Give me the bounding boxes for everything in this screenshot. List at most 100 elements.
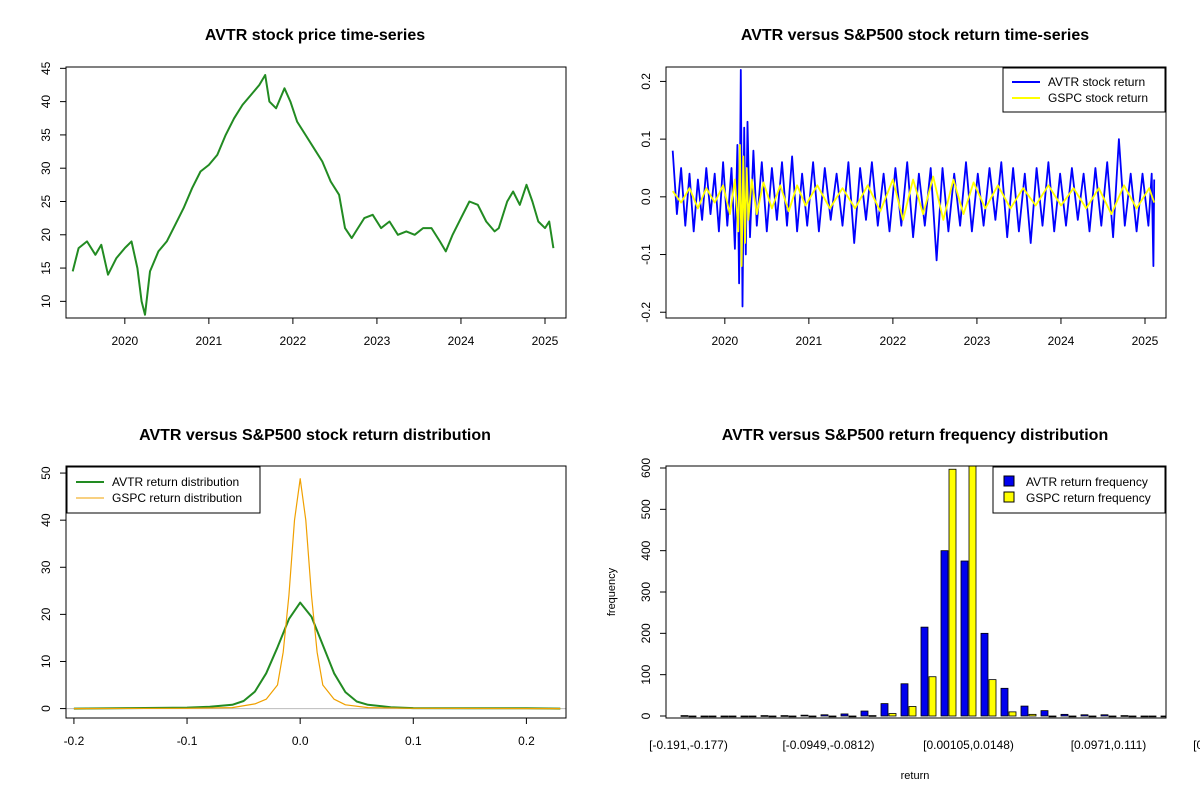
density-x-tick-label: -0.1: [177, 734, 198, 748]
histogram-bar-avtr: [940, 550, 949, 717]
histogram-bar-avtr: [960, 560, 969, 717]
histogram-y-tick-label: 100: [639, 664, 653, 684]
histogram-bar-avtr: [1040, 710, 1049, 717]
legend-label-avtr-frequency: AVTR return frequency: [1026, 475, 1148, 489]
density-axes: -0.2 -0.1 0.0 0.1 0.2 0 10 20 30 40 50: [39, 466, 535, 748]
histogram-legend-box: [992, 466, 1166, 514]
returns-y-tick-label: -0.1: [639, 244, 653, 265]
legend-label-avtr-return: AVTR stock return: [1048, 75, 1145, 89]
density-legend: AVTR return distribution GSPC return dis…: [66, 466, 261, 514]
histogram-bar-gspc: [828, 715, 837, 718]
returns-x-tick-label: 2024: [1048, 334, 1075, 348]
histogram-bar-avtr: [840, 713, 849, 717]
legend-swatch-avtr-frequency: [1003, 475, 1015, 487]
returns-x-tick-label: 2020: [711, 334, 738, 348]
histogram-bar-avtr: [1060, 713, 1069, 717]
histogram-bars: [680, 466, 1166, 718]
density-x-tick-label: -0.2: [64, 734, 85, 748]
price-x-tick-label: 2024: [448, 334, 475, 348]
histogram-bar-avtr: [1080, 714, 1089, 717]
histogram-bar-avtr: [1100, 714, 1109, 717]
legend-label-gspc-distribution: GSPC return distribution: [112, 491, 242, 505]
legend-label-avtr-distribution: AVTR return distribution: [112, 475, 239, 489]
histogram-bar-avtr: [760, 715, 769, 717]
price-y-tick-label: 40: [39, 95, 53, 109]
returns-legend: AVTR stock return GSPC stock return: [1002, 67, 1166, 113]
histogram-category-label: [-0.0949,-0.0812): [782, 738, 874, 752]
density-legend-box: [66, 466, 261, 514]
histogram-bar-gspc: [1128, 715, 1137, 718]
histogram-bar-avtr: [780, 715, 789, 717]
density-y-tick-label: 0: [39, 705, 53, 712]
price-x-tick-label: 2021: [196, 334, 223, 348]
returns-chart: AVTR versus S&P500 stock return time-ser…: [639, 27, 1167, 348]
histogram-bar-gspc: [708, 715, 717, 718]
density-plot-area: [66, 478, 566, 710]
histogram-bar-avtr: [1120, 715, 1129, 717]
histogram-x-axis-label: return: [901, 770, 930, 782]
histogram-y-tick-label: 400: [639, 540, 653, 560]
histogram-bar-gspc: [868, 715, 877, 717]
price-y-tick-label: 45: [39, 61, 53, 75]
density-chart: AVTR versus S&P500 stock return distribu…: [39, 427, 567, 748]
price-y-tick-label: 30: [39, 161, 53, 175]
histogram-bar-gspc: [748, 715, 757, 718]
histogram-y-tick-label: 0: [639, 712, 653, 719]
histogram-bar-avtr: [1020, 705, 1029, 717]
histogram-y-tick-label: 200: [639, 623, 653, 643]
histogram-bar-gspc: [1148, 715, 1157, 718]
histogram-bar-avtr: [860, 710, 869, 717]
histogram-bar-gspc: [968, 466, 977, 717]
returns-x-tick-label: 2025: [1132, 334, 1159, 348]
histogram-y-tick-label: 500: [639, 499, 653, 519]
density-x-tick-label: 0.1: [405, 734, 422, 748]
price-series-avtr-stock-price: [71, 74, 555, 316]
histogram-category-label: [-0.191,-0.177): [649, 738, 728, 752]
price-x-tick-label: 2020: [111, 334, 138, 348]
returns-plot-frame: [665, 66, 1167, 319]
histogram-bar-avtr: [1000, 687, 1009, 717]
histogram-chart-title: AVTR versus S&P500 return frequency dist…: [722, 427, 1108, 444]
histogram-bar-gspc: [788, 715, 797, 718]
density-y-tick-label: 40: [39, 513, 53, 527]
density-plot-frame: [65, 465, 567, 719]
histogram-y-axis-label: frequency: [606, 567, 618, 616]
histogram-bar-gspc: [688, 715, 697, 718]
histogram-axes: 0 100 200 300 400 500 600 [-0.191,-0.177) [-0.09…: [639, 458, 1200, 752]
histogram-bar-avtr: [1140, 715, 1149, 718]
returns-legend-box: [1002, 67, 1166, 113]
returns-plot-area: [671, 69, 1156, 308]
returns-series-gspc-stock-return: [671, 143, 1156, 268]
price-plot-area: [71, 74, 555, 316]
histogram-bar-gspc: [928, 676, 937, 717]
histogram-bar-gspc: [888, 713, 897, 717]
histogram-bar-avtr: [900, 683, 909, 717]
histogram-legend: AVTR return frequency GSPC return freque…: [992, 466, 1166, 514]
returns-series-avtr-stock-return: [671, 69, 1156, 308]
price-chart: AVTR stock price time-series 2020 2021 202…: [39, 27, 567, 348]
density-series-gspc-return-distribution: [73, 478, 561, 710]
histogram-category-label: [0.0971,0.111): [1071, 738, 1147, 752]
price-y-tick-label: 10: [39, 294, 53, 308]
returns-chart-title: AVTR versus S&P500 stock return time-ser…: [741, 27, 1089, 44]
histogram-bar-gspc: [848, 715, 857, 718]
histogram-y-tick-label: 300: [639, 582, 653, 602]
histogram-bar-avtr: [980, 632, 989, 717]
legend-label-gspc-frequency: GSPC return frequency: [1026, 491, 1151, 505]
histogram-bar-gspc: [988, 679, 997, 717]
density-chart-title: AVTR versus S&P500 stock return distribu…: [139, 427, 491, 444]
histogram-bar-gspc: [1008, 711, 1017, 717]
histogram-category-label: [0.00105,0.0148): [923, 738, 1014, 752]
histogram-bar-gspc: [908, 706, 917, 717]
returns-y-tick-label: 0.0: [639, 188, 653, 205]
histogram-bar-avtr: [880, 703, 889, 717]
legend-swatch-gspc-frequency: [1003, 491, 1015, 503]
density-y-tick-label: 20: [39, 607, 53, 621]
histogram-bar-avtr: [720, 715, 729, 718]
histogram-bar-avtr: [820, 714, 829, 717]
histogram-bar-gspc: [808, 715, 817, 718]
price-y-tick-label: 15: [39, 261, 53, 275]
